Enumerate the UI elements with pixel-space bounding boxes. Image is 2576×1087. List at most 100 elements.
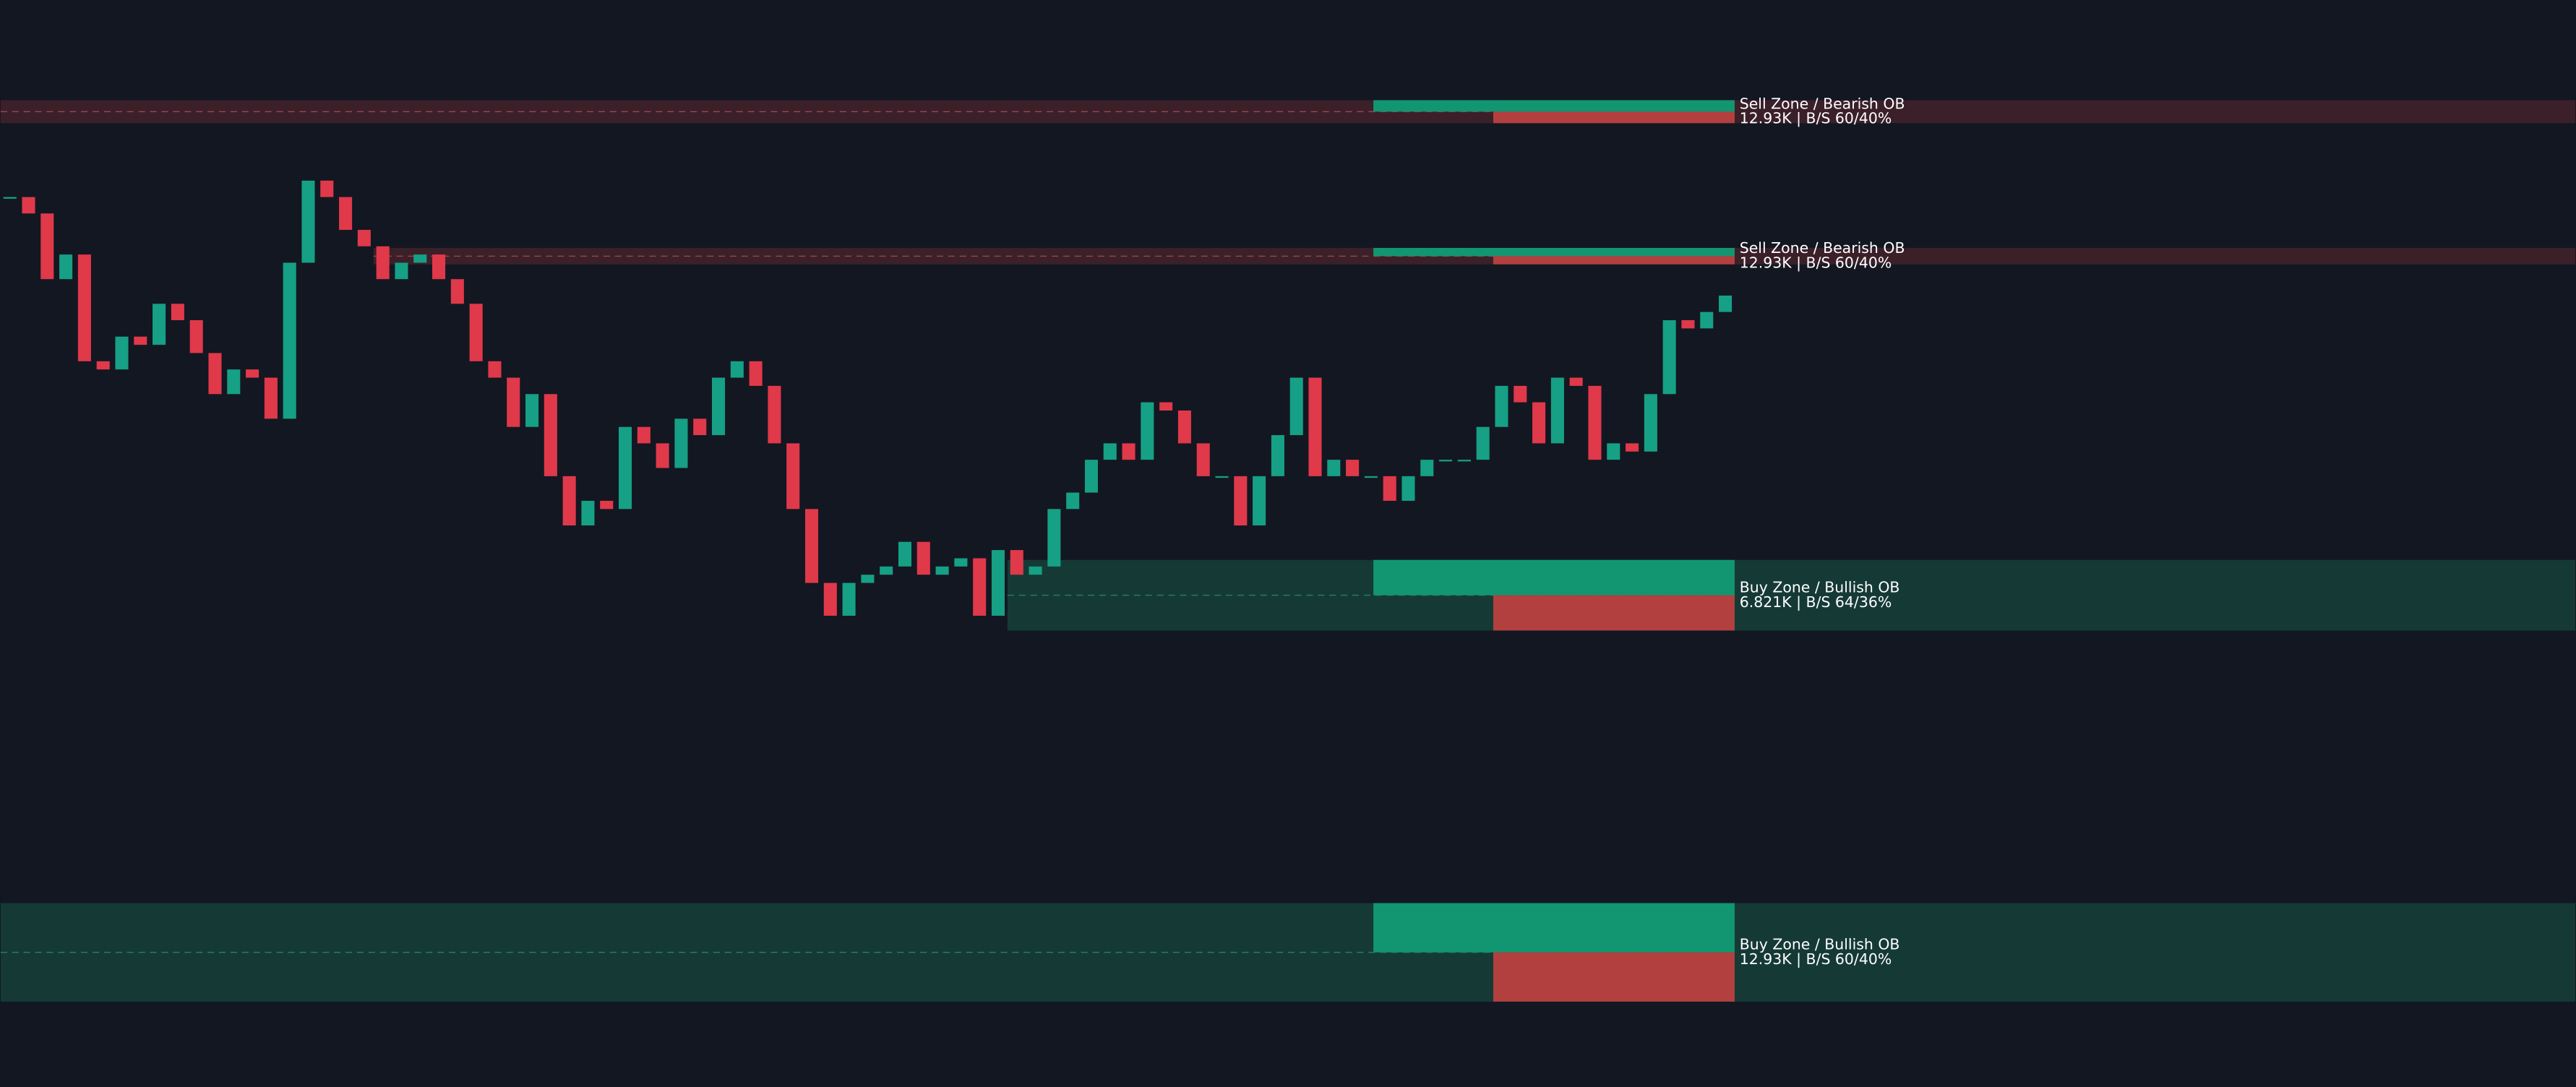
candle bbox=[1289, 377, 1303, 436]
candle bbox=[1215, 476, 1229, 478]
candle bbox=[1383, 476, 1396, 501]
zone-detail: 6.821K | B/S 64/36% bbox=[1740, 593, 1892, 611]
zone-title: Sell Zone / Bearish OB bbox=[1740, 95, 1905, 112]
candle bbox=[395, 262, 408, 280]
candle bbox=[59, 254, 73, 280]
candle bbox=[1588, 385, 1602, 460]
candle bbox=[450, 279, 464, 304]
candle bbox=[1476, 426, 1490, 460]
candle bbox=[1626, 443, 1639, 452]
candle bbox=[1607, 443, 1620, 460]
sell-volume-bar bbox=[1493, 952, 1735, 1002]
candle bbox=[880, 566, 893, 575]
candle bbox=[320, 180, 334, 197]
candle bbox=[637, 426, 651, 444]
candle bbox=[96, 361, 110, 370]
candle bbox=[1141, 402, 1154, 460]
candle bbox=[301, 180, 315, 263]
candle bbox=[1420, 460, 1434, 476]
candle bbox=[991, 550, 1005, 616]
buy-volume-bar bbox=[1373, 903, 1735, 953]
candle bbox=[711, 377, 726, 436]
candle bbox=[1681, 320, 1695, 329]
candle bbox=[1550, 377, 1564, 444]
candle bbox=[898, 541, 912, 567]
candle bbox=[842, 583, 856, 616]
candle bbox=[973, 558, 987, 616]
candle bbox=[507, 377, 520, 427]
candle bbox=[786, 443, 800, 510]
candle bbox=[1495, 385, 1508, 427]
candle bbox=[376, 246, 390, 280]
candle bbox=[1122, 443, 1135, 460]
candle bbox=[1234, 476, 1248, 526]
candle bbox=[115, 336, 129, 370]
candle bbox=[469, 304, 483, 361]
candle bbox=[600, 500, 614, 510]
candle bbox=[1700, 312, 1714, 329]
candle bbox=[189, 320, 203, 353]
candle bbox=[619, 426, 632, 510]
candle bbox=[1662, 320, 1676, 395]
candle bbox=[823, 583, 837, 616]
candle bbox=[1514, 385, 1527, 403]
candle bbox=[1327, 460, 1341, 476]
candle bbox=[134, 336, 147, 345]
candle bbox=[730, 361, 744, 378]
candle bbox=[1569, 377, 1583, 386]
candle bbox=[1084, 460, 1098, 493]
candle bbox=[1439, 460, 1453, 462]
candle bbox=[1029, 566, 1042, 575]
candle bbox=[1532, 402, 1546, 444]
candle bbox=[22, 197, 35, 214]
candle bbox=[1401, 476, 1415, 501]
candle bbox=[1457, 460, 1471, 462]
candle bbox=[1066, 492, 1080, 510]
candle bbox=[3, 197, 17, 199]
sell-volume-bar bbox=[1493, 595, 1735, 631]
zone-title: Buy Zone / Bullish OB bbox=[1740, 935, 1900, 953]
candle bbox=[804, 509, 819, 583]
order-block-zone bbox=[0, 903, 2576, 1002]
buy-volume-bar bbox=[1373, 100, 1735, 112]
order-block-zone bbox=[1007, 559, 2576, 631]
candle bbox=[1196, 443, 1210, 476]
candle bbox=[693, 418, 707, 436]
candle bbox=[525, 394, 539, 427]
candle bbox=[246, 369, 259, 378]
zone-title: Sell Zone / Bearish OB bbox=[1740, 239, 1905, 257]
candle bbox=[935, 566, 949, 575]
candle bbox=[674, 418, 688, 468]
buy-volume-bar bbox=[1373, 559, 1735, 596]
candle bbox=[171, 304, 184, 321]
candle bbox=[1364, 476, 1378, 478]
candle bbox=[562, 476, 576, 526]
candle bbox=[1644, 394, 1657, 452]
candle bbox=[1719, 295, 1733, 312]
candle bbox=[264, 377, 278, 419]
candle bbox=[208, 353, 222, 395]
candle bbox=[581, 500, 595, 526]
zone-detail: 12.93K | B/S 60/40% bbox=[1740, 110, 1892, 128]
candle bbox=[749, 361, 763, 386]
candle bbox=[656, 443, 669, 468]
candle bbox=[1159, 402, 1173, 411]
candle bbox=[768, 385, 781, 444]
candle bbox=[283, 262, 296, 419]
candle bbox=[77, 254, 91, 361]
zone-detail: 12.93K | B/S 60/40% bbox=[1740, 254, 1892, 272]
candle bbox=[1346, 460, 1360, 476]
candle bbox=[1010, 550, 1023, 575]
candle bbox=[153, 304, 166, 345]
zone-title: Buy Zone / Bullish OB bbox=[1740, 578, 1900, 596]
zone-detail: 12.93K | B/S 60/40% bbox=[1740, 950, 1892, 968]
candle bbox=[413, 254, 427, 263]
candle bbox=[954, 558, 968, 567]
candle bbox=[432, 254, 446, 280]
candle bbox=[1253, 476, 1266, 526]
candle bbox=[1103, 443, 1117, 460]
candle bbox=[916, 541, 930, 575]
candle bbox=[1177, 410, 1191, 444]
